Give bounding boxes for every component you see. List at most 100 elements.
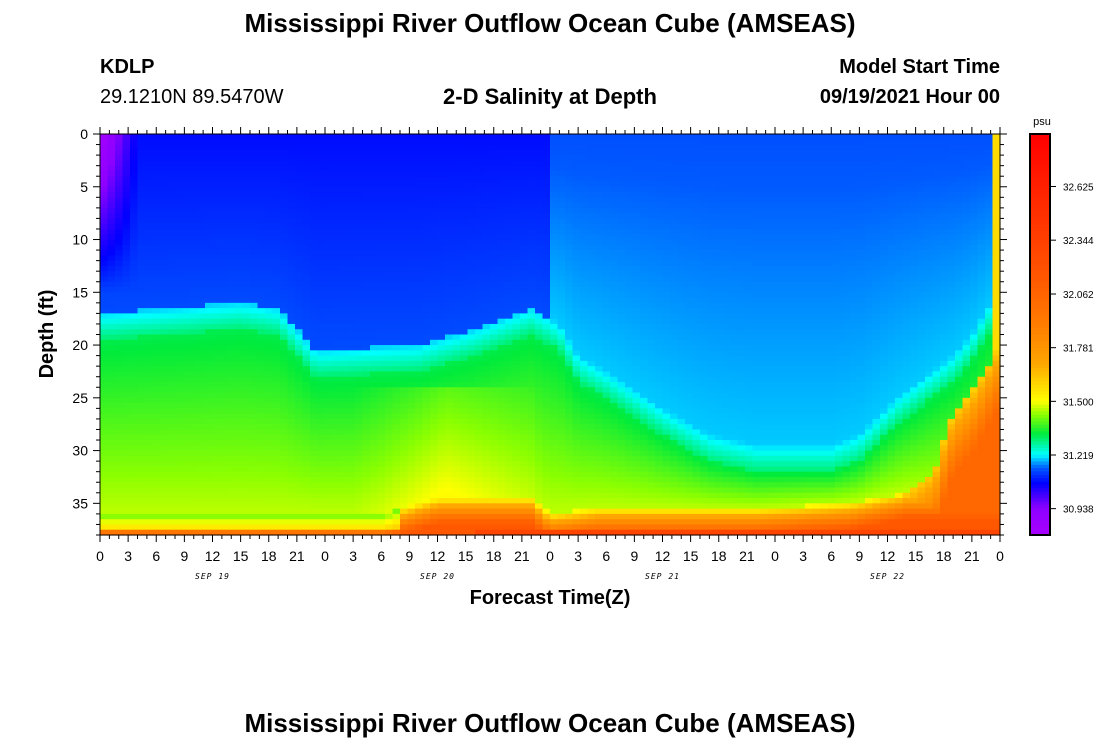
heatmap-cell — [152, 440, 161, 446]
heatmap-cell — [460, 155, 469, 161]
heatmap-cell — [115, 218, 124, 225]
heatmap-cell — [497, 392, 506, 399]
heatmap-cell — [482, 450, 491, 457]
heatmap-cell — [242, 487, 251, 494]
heatmap-cell — [130, 413, 139, 420]
heatmap-cell — [542, 355, 551, 362]
heatmap-cell — [527, 255, 536, 262]
heatmap-cell — [287, 281, 296, 288]
heatmap-cell — [370, 339, 379, 346]
heatmap-cell — [422, 366, 431, 373]
heatmap-cell — [197, 466, 206, 473]
heatmap-cell — [512, 513, 521, 520]
heatmap-cell — [505, 250, 514, 256]
heatmap-cell — [100, 234, 109, 241]
heatmap-cell — [520, 213, 529, 220]
heatmap-cell — [235, 239, 244, 246]
heatmap-cell — [295, 334, 304, 341]
heatmap-cell — [347, 170, 356, 177]
heatmap-cell — [152, 165, 161, 172]
heatmap-cell — [340, 218, 349, 225]
heatmap-cell — [520, 170, 529, 177]
heatmap-cell — [122, 186, 131, 193]
heatmap-cell — [572, 492, 581, 499]
heatmap-cell — [445, 413, 454, 420]
heatmap-cell — [505, 524, 514, 531]
heatmap-cell — [107, 276, 116, 283]
heatmap-cell — [182, 297, 191, 304]
heatmap-cell — [227, 313, 236, 320]
heatmap-cell — [407, 186, 416, 193]
heatmap-cell — [377, 476, 386, 483]
heatmap-cell — [227, 418, 236, 425]
heatmap-cell — [190, 255, 199, 262]
heatmap-cell — [452, 498, 461, 504]
heatmap-cell — [122, 223, 131, 230]
heatmap-cell — [550, 134, 559, 140]
heatmap-cell — [205, 529, 214, 536]
heatmap-cell — [115, 445, 124, 452]
heatmap-cell — [430, 255, 439, 262]
heatmap-cell — [505, 476, 514, 483]
heatmap-cell — [295, 318, 304, 325]
heatmap-cell — [557, 413, 566, 420]
heatmap-cell — [280, 302, 289, 309]
heatmap-cell — [572, 228, 581, 235]
heatmap-cell — [145, 139, 154, 146]
heatmap-cell — [182, 281, 191, 288]
heatmap-cell — [370, 471, 379, 478]
heatmap-cell — [565, 424, 574, 431]
heatmap-cell — [377, 218, 386, 225]
heatmap-cell — [377, 292, 386, 299]
heatmap-cell — [497, 339, 506, 346]
heatmap-cell — [572, 429, 581, 436]
heatmap-cell — [467, 144, 476, 151]
heatmap-cell — [265, 160, 274, 167]
heatmap-cell — [400, 413, 409, 420]
heatmap-cell — [122, 213, 131, 220]
heatmap-cell — [115, 387, 124, 394]
heatmap-cell — [325, 408, 334, 415]
heatmap-cell — [190, 366, 199, 373]
heatmap-cell — [160, 434, 169, 441]
heatmap-cell — [527, 387, 536, 394]
heatmap-cell — [377, 450, 386, 457]
heatmap-cell — [557, 255, 566, 262]
heatmap-cell — [580, 424, 589, 431]
heatmap-cell — [332, 440, 341, 446]
heatmap-cell — [527, 513, 536, 520]
heatmap-cell — [422, 360, 431, 367]
heatmap-cell — [152, 192, 161, 198]
heatmap-cell — [520, 492, 529, 499]
heatmap-cell — [452, 302, 461, 309]
heatmap-cell — [467, 408, 476, 415]
heatmap-cell — [265, 434, 274, 441]
heatmap-cell — [280, 271, 289, 278]
heatmap-cell — [355, 471, 364, 478]
heatmap-cell — [347, 366, 356, 373]
heatmap-cell — [137, 239, 146, 246]
heatmap-cell — [467, 265, 476, 272]
heatmap-cell — [272, 260, 281, 267]
heatmap-cell — [347, 508, 356, 515]
heatmap-cell — [445, 408, 454, 415]
heatmap-cell — [407, 471, 416, 478]
heatmap-cell — [182, 529, 191, 536]
heatmap-cell — [167, 160, 176, 167]
heatmap-cell — [220, 297, 229, 304]
heatmap-cell — [512, 413, 521, 420]
heatmap-cell — [370, 408, 379, 415]
heatmap-cell — [250, 392, 259, 399]
heatmap-cell — [587, 202, 596, 209]
heatmap-cell — [542, 424, 551, 431]
heatmap-cell — [280, 213, 289, 220]
heatmap-cell — [572, 234, 581, 241]
heatmap-cell — [542, 524, 551, 531]
heatmap-cell — [205, 508, 214, 515]
heatmap-cell — [272, 360, 281, 367]
heatmap-cell — [377, 323, 386, 330]
heatmap-cell — [557, 250, 566, 256]
heatmap-cell — [445, 492, 454, 499]
heatmap-cell — [370, 371, 379, 378]
heatmap-cell — [437, 149, 446, 156]
